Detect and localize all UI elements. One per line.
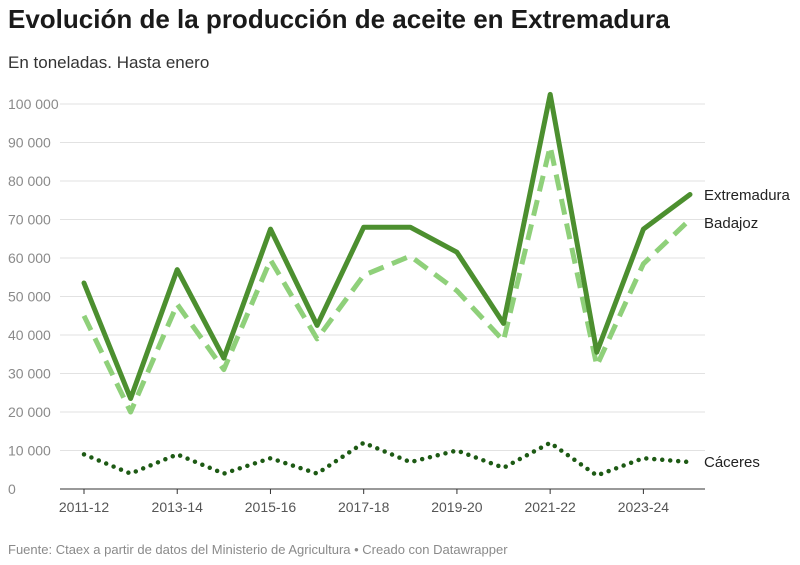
y-tick-label: 10 000 — [8, 443, 51, 459]
x-tick-label: 2015-16 — [245, 499, 297, 515]
y-tick-label: 30 000 — [8, 366, 51, 382]
y-axis-ticks: 0 10 000 20 000 30 000 40 000 50 000 60 000 70 … — [8, 96, 59, 497]
series-label: Badajoz — [704, 215, 758, 232]
series-label: Cáceres — [704, 454, 760, 471]
x-tick-label: 2019-20 — [431, 499, 483, 515]
chart-subtitle: En toneladas. Hasta enero — [8, 53, 210, 72]
x-tick-label: 2023-24 — [618, 499, 670, 515]
chart-footer: Fuente: Ctaex a partir de datos del Mini… — [8, 542, 508, 557]
series-line-extremadura — [81, 91, 693, 401]
series-label: Extremadura — [704, 187, 791, 204]
x-tick-label: 2011-12 — [59, 499, 110, 515]
y-tick-label: 90 000 — [8, 135, 51, 151]
x-axis-ticks: 2011-12 2013-14 2015-16 2017-18 2019-20 2021-… — [59, 489, 669, 515]
series-labels: Extremadura Badajoz Cáceres — [704, 187, 791, 471]
x-tick-label: 2021-22 — [524, 499, 576, 515]
y-tick-label: 100 000 — [8, 96, 59, 112]
y-tick-label: 0 — [8, 481, 16, 497]
series-line-caceres — [81, 440, 693, 478]
y-tick-label: 50 000 — [8, 289, 51, 305]
x-tick-label: 2013-14 — [152, 499, 204, 515]
series-line-badajoz — [81, 143, 692, 415]
y-tick-label: 80 000 — [8, 173, 51, 189]
grid-lines — [60, 103, 705, 490]
series-lines — [81, 91, 693, 478]
chart-title: Evolución de la producción de aceite en … — [8, 4, 670, 34]
y-tick-label: 20 000 — [8, 404, 51, 420]
y-tick-label: 40 000 — [8, 327, 51, 343]
y-tick-label: 70 000 — [8, 212, 51, 228]
y-tick-label: 60 000 — [8, 250, 51, 266]
x-tick-label: 2017-18 — [338, 499, 390, 515]
